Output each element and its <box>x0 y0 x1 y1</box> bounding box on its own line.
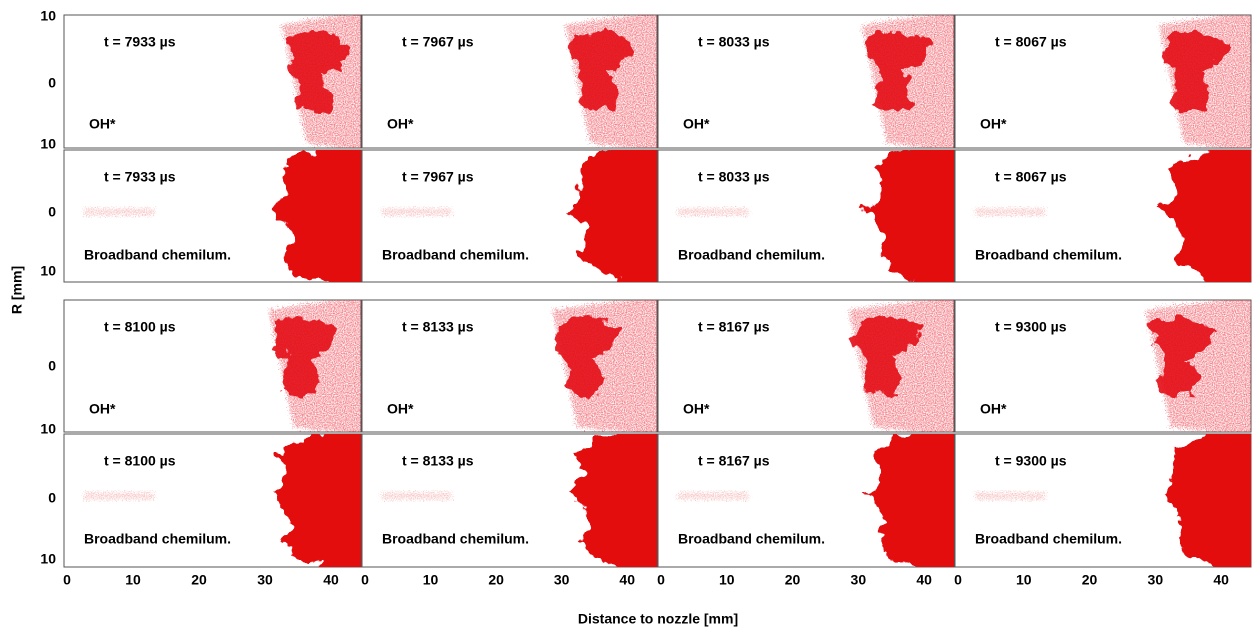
y-tick-label: 10 <box>40 8 56 24</box>
panel: t = 9300 µs OH* <box>955 295 1252 437</box>
panel-time: t = 8067 µs <box>995 34 1067 50</box>
panel-label: OH* <box>89 401 116 417</box>
x-tick-label: 30 <box>1148 572 1164 588</box>
panel: t = 8167 µs Broadband chemilum. <box>658 424 974 577</box>
panel-label: OH* <box>683 116 710 132</box>
x-tick-label: 40 <box>916 572 932 588</box>
panel-time: t = 8033 µs <box>698 34 770 50</box>
panel-time: t = 7967 µs <box>402 169 474 185</box>
panel: t = 8033 µs Broadband chemilum. <box>658 140 974 292</box>
x-tick-label: 20 <box>191 572 207 588</box>
panel: t = 7933 µs OH* <box>64 10 371 153</box>
panel: t = 8100 µs Broadband chemilum. <box>64 424 381 577</box>
x-tick-label: 20 <box>785 572 801 588</box>
panel-time: t = 8167 µs <box>698 319 770 335</box>
x-tick-label: 0 <box>63 572 71 588</box>
y-tick-label: 10 <box>40 136 56 152</box>
flame-blob <box>678 208 748 216</box>
y-tick-label: 0 <box>48 358 56 374</box>
y-tick-label: 10 <box>40 421 56 437</box>
panel-time: t = 7933 µs <box>104 34 176 50</box>
panel-label: Broadband chemilum. <box>84 531 231 547</box>
panel: t = 8167 µs OH* <box>658 295 964 437</box>
panel: t = 8133 µs OH* <box>362 295 667 437</box>
panel-time: t = 9300 µs <box>995 319 1067 335</box>
x-tick-label: 0 <box>657 572 665 588</box>
flame-blob <box>382 208 452 216</box>
flame-blob <box>84 492 154 500</box>
y-tick-label: 10 <box>40 551 56 567</box>
x-tick-label: 40 <box>619 572 635 588</box>
panel: t = 7967 µs Broadband chemilum. <box>362 140 677 292</box>
panel-time: t = 8133 µs <box>402 319 474 335</box>
panel-label: Broadband chemilum. <box>678 531 825 547</box>
panel-label: Broadband chemilum. <box>84 247 231 263</box>
panel: t = 8100 µs OH* <box>64 295 371 437</box>
panel-label: Broadband chemilum. <box>382 247 529 263</box>
panel-label: OH* <box>980 116 1007 132</box>
y-axis-title: R [mm] <box>9 266 25 314</box>
x-tick-label: 20 <box>1082 572 1098 588</box>
panel-time: t = 7967 µs <box>402 34 474 50</box>
panel-time: t = 8033 µs <box>698 169 770 185</box>
x-tick-label: 10 <box>125 572 141 588</box>
panel-time: t = 8067 µs <box>995 169 1067 185</box>
panel-time: t = 8100 µs <box>104 319 176 335</box>
panel-time: t = 8167 µs <box>698 453 770 469</box>
x-tick-label: 30 <box>554 572 570 588</box>
panel: t = 9300 µs Broadband chemilum. <box>955 424 1252 577</box>
panel-time: t = 9300 µs <box>995 453 1067 469</box>
x-tick-label: 0 <box>954 572 962 588</box>
panel-label: Broadband chemilum. <box>975 247 1122 263</box>
x-tick-label: 30 <box>257 572 273 588</box>
panel-label: OH* <box>89 116 116 132</box>
x-tick-label: 10 <box>423 572 439 588</box>
panel-label: OH* <box>980 401 1007 417</box>
x-tick-label: 10 <box>719 572 735 588</box>
x-tick-label: 10 <box>1016 572 1032 588</box>
panel: t = 8067 µs Broadband chemilum. <box>955 140 1252 292</box>
panel-time: t = 8100 µs <box>104 453 176 469</box>
panel-label: OH* <box>387 401 414 417</box>
panel: t = 8133 µs Broadband chemilum. <box>362 424 677 577</box>
flame-blob <box>678 492 748 500</box>
x-tick-label: 30 <box>851 572 867 588</box>
panel: t = 7967 µs OH* <box>362 10 667 153</box>
y-tick-label: 0 <box>48 75 56 91</box>
x-tick-label: 0 <box>361 572 369 588</box>
panel-time: t = 8133 µs <box>402 453 474 469</box>
panel-label: OH* <box>387 116 414 132</box>
x-tick-label: 20 <box>488 572 504 588</box>
panel-time: t = 7933 µs <box>104 169 176 185</box>
panel-label: OH* <box>683 401 710 417</box>
panel-label: Broadband chemilum. <box>382 531 529 547</box>
y-tick-label: 0 <box>48 204 56 220</box>
y-tick-label: 0 <box>48 490 56 506</box>
x-tick-label: 40 <box>323 572 339 588</box>
flame-blob <box>382 492 452 500</box>
figure: R [mm] Distance to nozzle [mm] t = 7933 … <box>0 0 1252 631</box>
x-axis-title: Distance to nozzle [mm] <box>578 611 738 627</box>
flame-blob <box>84 208 154 216</box>
y-tick-label: 10 <box>40 263 56 279</box>
x-tick-label: 40 <box>1213 572 1229 588</box>
panel-label: Broadband chemilum. <box>975 531 1122 547</box>
panel: t = 7933 µs Broadband chemilum. <box>64 140 381 292</box>
flame-blob <box>975 208 1045 216</box>
panel-label: Broadband chemilum. <box>678 247 825 263</box>
panel: t = 8033 µs OH* <box>658 10 964 153</box>
panel: t = 8067 µs OH* <box>955 10 1252 153</box>
flame-blob <box>975 492 1045 500</box>
